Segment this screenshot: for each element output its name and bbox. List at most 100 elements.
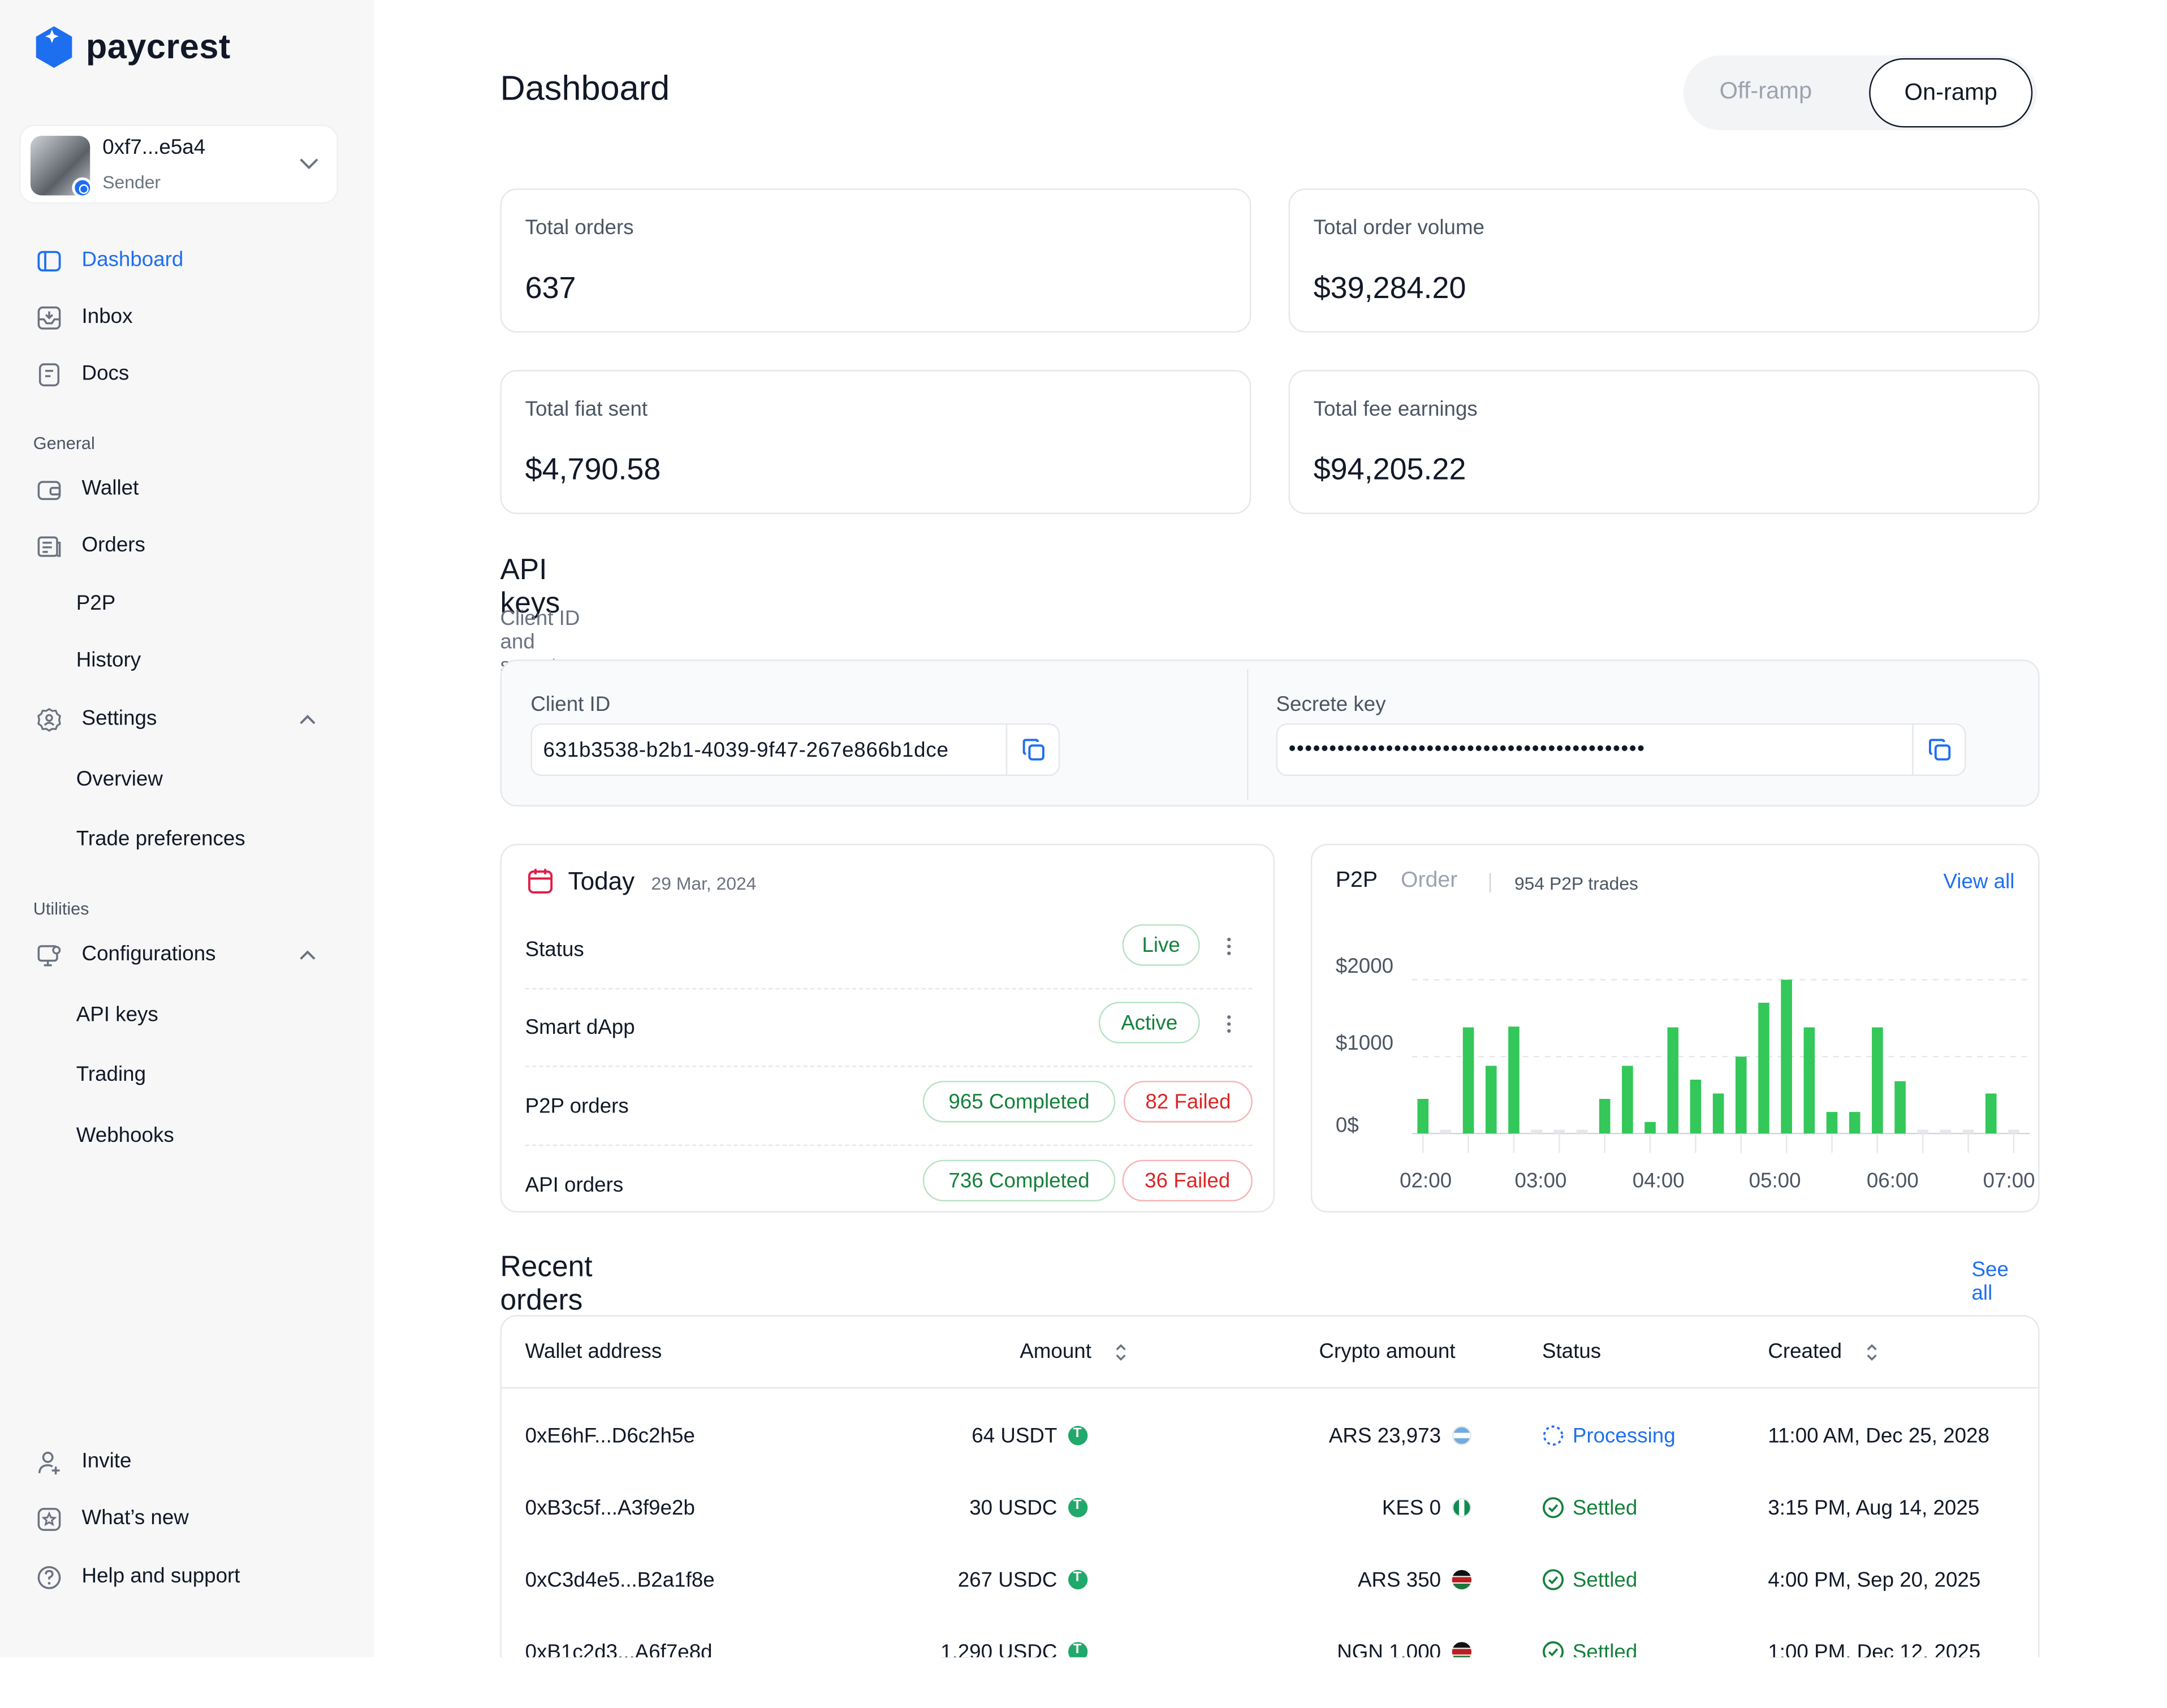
- sidebar-item-whats-new[interactable]: What’s new: [0, 1495, 374, 1542]
- view-all-link[interactable]: View all: [1943, 870, 2015, 894]
- more-vertical-icon[interactable]: [1226, 1014, 1232, 1033]
- table-row[interactable]: 0xB3c5f...A3f9e2b 30 USDC KES 0 Settled 3:15…: [502, 1466, 2038, 1538]
- tab-p2p[interactable]: P2P: [1335, 869, 1378, 892]
- sidebar-item-invite[interactable]: Invite: [0, 1438, 374, 1485]
- failed-badge: 82 Failed: [1124, 1081, 1253, 1123]
- table-row[interactable]: 0xE6hF...D6c2h5e 64 USDT ARS 23,973 Process…: [502, 1394, 2038, 1466]
- sidebar-item-trade-preferences[interactable]: Trade preferences: [0, 816, 374, 863]
- stat-label: Total fee earnings: [1313, 398, 1478, 421]
- y-tick-label: $1000: [1336, 1031, 1393, 1054]
- chart-bar[interactable]: [1826, 1112, 1838, 1134]
- sidebar-item-p2p[interactable]: P2P: [0, 581, 374, 628]
- y-tick-label: $2000: [1336, 954, 1393, 977]
- star-badge-icon: [37, 1508, 61, 1531]
- sidebar-item-label: Wallet: [81, 476, 139, 501]
- chart-bar[interactable]: [1803, 1027, 1815, 1134]
- chart-bar[interactable]: [1462, 1027, 1474, 1134]
- sidebar-item-label: What’s new: [81, 1506, 189, 1530]
- created-cell: 11:00 AM, Dec 25, 2028: [1768, 1424, 1989, 1448]
- chart-bar[interactable]: [1872, 1027, 1883, 1134]
- on-ramp-tab[interactable]: On-ramp: [1869, 58, 2033, 128]
- chart-bar[interactable]: [1576, 1129, 1588, 1134]
- col-created-header[interactable]: Created: [1768, 1340, 1842, 1364]
- chart-bar[interactable]: [1690, 1079, 1702, 1134]
- col-amount-header[interactable]: Amount: [1020, 1340, 1091, 1364]
- live-badge: Live: [1122, 924, 1200, 966]
- chart-bar[interactable]: [1667, 1027, 1679, 1134]
- chart-bar[interactable]: [1417, 1098, 1429, 1134]
- tab-divider: [1489, 873, 1491, 892]
- chart-bar[interactable]: [1758, 1003, 1769, 1134]
- crypto-amount-text: ARS 350: [1357, 1568, 1441, 1593]
- tab-order[interactable]: Order: [1401, 869, 1458, 892]
- api-orders-row: API orders 736 Completed 36 Failed: [525, 1148, 1253, 1225]
- trades-count: 954 P2P trades: [1514, 873, 1638, 894]
- sidebar-item-label: Trade preferences: [76, 827, 245, 851]
- sidebar-item-label: P2P: [76, 592, 116, 615]
- chevron-up-icon[interactable]: [296, 709, 318, 728]
- col-crypto-header: Crypto amount: [1319, 1340, 1456, 1364]
- sidebar: paycrest 0xf7...e5a4 Sender Dashboard In…: [0, 0, 374, 1658]
- chart-bar[interactable]: [1985, 1093, 1997, 1134]
- amount-text: 30 USDC: [969, 1496, 1057, 1520]
- today-title: Today: [568, 867, 635, 895]
- sidebar-item-api-keys[interactable]: API keys: [0, 992, 374, 1039]
- chart-bar[interactable]: [1894, 1081, 1906, 1134]
- sidebar-item-wallet[interactable]: Wallet: [0, 465, 374, 512]
- col-status-header: Status: [1542, 1340, 1601, 1364]
- secret-key-label: Secrete key: [1276, 693, 1386, 717]
- chart-bar[interactable]: [1553, 1129, 1565, 1134]
- off-ramp-tab[interactable]: Off-ramp: [1719, 77, 1812, 104]
- sidebar-item-overview[interactable]: Overview: [0, 757, 374, 804]
- chart-bar[interactable]: [1485, 1066, 1497, 1134]
- sidebar-item-orders[interactable]: Orders: [0, 523, 374, 570]
- logo[interactable]: paycrest: [33, 25, 231, 69]
- sidebar-item-settings[interactable]: Settings: [0, 696, 374, 743]
- sidebar-item-help[interactable]: Help and support: [0, 1554, 374, 1601]
- more-vertical-icon[interactable]: [1226, 937, 1232, 956]
- see-all-link[interactable]: See all: [1971, 1258, 2009, 1305]
- section-utilities-label: Utilities: [33, 899, 89, 919]
- sidebar-item-docs[interactable]: Docs: [0, 351, 374, 398]
- chart-bar[interactable]: [1962, 1129, 1974, 1134]
- sidebar-item-inbox[interactable]: Inbox: [0, 294, 374, 340]
- chart-bar[interactable]: [1508, 1026, 1520, 1134]
- table-row[interactable]: 0xC3d4e5...B2a1f8e 267 USDC ARS 350 Settled…: [502, 1538, 2038, 1610]
- paycrest-logo-icon: [36, 26, 72, 68]
- country-flag-icon: [1452, 1498, 1472, 1517]
- sidebar-item-label: Configurations: [81, 942, 216, 966]
- country-flag-icon: [1452, 1426, 1472, 1446]
- sidebar-item-configurations[interactable]: Configurations: [0, 931, 374, 978]
- chart-bar[interactable]: [2008, 1129, 2019, 1134]
- chart-bar[interactable]: [1644, 1122, 1656, 1134]
- sort-icon[interactable]: [1112, 1343, 1129, 1362]
- sidebar-item-trading[interactable]: Trading: [0, 1052, 374, 1099]
- chart-bar[interactable]: [1849, 1112, 1860, 1134]
- check-circle-icon: [1543, 1497, 1564, 1519]
- crypto-amount-text: KES 0: [1382, 1496, 1441, 1520]
- sidebar-item-webhooks[interactable]: Webhooks: [0, 1112, 374, 1159]
- chart-bar[interactable]: [1940, 1129, 1952, 1134]
- secret-key-field[interactable]: ••••••••••••••••••••••••••••••••••••••••…: [1276, 723, 1966, 777]
- chart-bar[interactable]: [1622, 1066, 1633, 1134]
- chart-bar[interactable]: [1712, 1093, 1724, 1134]
- help-circle-icon: [37, 1566, 61, 1589]
- chevron-up-icon[interactable]: [296, 945, 318, 964]
- token-icon: [1068, 1426, 1088, 1446]
- chart-bar[interactable]: [1917, 1129, 1929, 1134]
- copy-secret-key-button[interactable]: [1912, 724, 1965, 775]
- account-switcher[interactable]: 0xf7...e5a4 Sender: [20, 126, 337, 202]
- row-label: P2P orders: [525, 1094, 629, 1119]
- chart-bar[interactable]: [1531, 1129, 1542, 1134]
- sort-icon[interactable]: [1863, 1343, 1880, 1362]
- client-id-field[interactable]: 631b3538-b2b1-4039-9f47-267e866b1dce: [530, 723, 1060, 777]
- sidebar-item-dashboard[interactable]: Dashboard: [0, 237, 374, 284]
- copy-client-id-button[interactable]: [1005, 724, 1059, 775]
- chart-bar[interactable]: [1781, 980, 1792, 1134]
- sidebar-item-history[interactable]: History: [0, 637, 374, 684]
- chart-bar[interactable]: [1599, 1098, 1611, 1134]
- chart-bar[interactable]: [1735, 1056, 1747, 1134]
- sidebar-item-label: Orders: [81, 533, 145, 557]
- x-tick-label: 07:00: [1983, 1169, 2035, 1192]
- chart-bar[interactable]: [1440, 1129, 1452, 1134]
